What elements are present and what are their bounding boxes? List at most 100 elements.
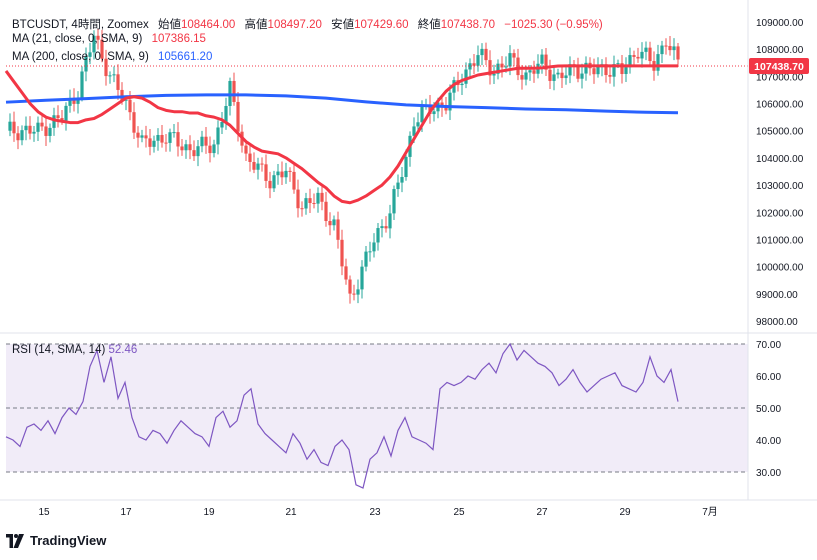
candle-body: [632, 55, 636, 57]
rsi-line: [5, 342, 679, 489]
candle-body: [236, 101, 240, 132]
candle-body: [460, 83, 464, 86]
candle-body: [340, 239, 344, 267]
candle-body: [432, 111, 436, 115]
candle-body: [464, 69, 468, 84]
candle-body: [120, 89, 124, 101]
candle-body: [504, 66, 508, 68]
candle-body: [92, 35, 96, 53]
price-axis[interactable]: 98000.00 99000.00 100000.00 101000.00 102000…: [756, 18, 804, 328]
candle-body: [8, 121, 12, 131]
candle-body: [124, 99, 128, 101]
candle-body: [244, 145, 248, 154]
candle-body: [320, 192, 324, 202]
candle-body: [284, 170, 288, 178]
tradingview-label: TradingView: [30, 533, 107, 548]
candle-body: [612, 64, 616, 77]
tradingview-brand[interactable]: TradingView: [6, 533, 106, 548]
candle-body: [348, 279, 352, 294]
candle-body: [268, 180, 272, 189]
rsi-tick-label: 50.00: [756, 404, 781, 415]
candle-body: [648, 47, 652, 62]
candle-body: [288, 170, 292, 172]
candle-body: [292, 171, 296, 190]
candle-body: [620, 63, 624, 75]
candle-body: [80, 71, 84, 98]
price-tick-label: 103000.00: [756, 181, 804, 192]
price-tick-label: 100000.00: [756, 263, 804, 274]
ma21-value: 107386.15: [151, 33, 206, 45]
candle-body: [184, 144, 188, 151]
candle-body: [404, 156, 408, 178]
candle-body: [168, 132, 172, 143]
candle-body: [204, 136, 208, 146]
candle-body: [132, 112, 136, 133]
candle-body: [508, 53, 512, 67]
time-axis[interactable]: 15 17 19 21 23 25 27 29 7月: [38, 506, 717, 518]
open-label: 始値: [157, 19, 181, 31]
candle-body: [484, 48, 488, 61]
candle-body: [336, 219, 340, 240]
time-tick-label: 7月: [702, 506, 718, 518]
candle-body: [296, 189, 300, 209]
candle-body: [260, 163, 264, 165]
candle-body: [200, 136, 204, 147]
tradingview-logo-icon: [6, 533, 24, 548]
candle-body: [344, 266, 348, 280]
candle-body: [444, 106, 448, 111]
candle-body: [196, 146, 200, 157]
candle-body: [160, 135, 164, 143]
candle-body: [300, 208, 304, 210]
candle-body: [656, 54, 660, 71]
candle-body: [140, 135, 144, 138]
candle-body: [644, 47, 648, 52]
time-tick-label: 27: [536, 507, 548, 518]
time-tick-label: 25: [453, 507, 465, 518]
rsi-legend[interactable]: RSI (14, SMA, 14) 52.46: [12, 344, 137, 356]
interval: 4時間: [71, 19, 101, 31]
candle-body: [352, 293, 356, 295]
candle-body: [252, 161, 256, 170]
candle-body: [440, 102, 444, 107]
time-tick-label: 15: [38, 507, 50, 518]
candle-body: [64, 105, 68, 121]
time-tick-label: 19: [203, 507, 215, 518]
last-price-text: 107438.70: [754, 61, 804, 73]
candle-body: [368, 251, 372, 253]
candle-body: [76, 97, 80, 104]
candle-body: [36, 122, 40, 132]
candle-body: [604, 64, 608, 76]
candle-body: [364, 251, 368, 267]
low-label: 安値: [331, 19, 355, 31]
rsi-tick-label: 40.00: [756, 436, 781, 447]
candle-body: [476, 55, 480, 66]
candle-body: [636, 56, 640, 59]
rsi-axis: 30.00 40.00 50.00 60.00 70.00: [756, 340, 781, 479]
rsi-levels: [6, 343, 748, 473]
candle-body: [224, 105, 228, 122]
candle-body: [12, 121, 16, 134]
candle-body: [172, 132, 176, 134]
candle-body: [180, 146, 184, 151]
candle-body: [668, 46, 672, 51]
ma21-legend[interactable]: MA (21, close, 0, SMA, 9) 107386.15: [12, 33, 206, 45]
candle-body: [372, 242, 376, 252]
candle-body: [552, 74, 556, 81]
candle-body: [528, 70, 532, 73]
candle-body: [276, 171, 280, 176]
ma200-label: MA (200, close, 0, SMA, 9): [12, 51, 149, 63]
candle-body: [640, 51, 644, 59]
ma200-legend[interactable]: MA (200, close, 0, SMA, 9) 105661.20: [12, 51, 212, 63]
candle-body: [104, 58, 108, 77]
candle-body: [416, 122, 420, 127]
candle-body: [308, 198, 312, 204]
candle-body: [568, 64, 572, 76]
candle-body: [280, 171, 284, 178]
price-tick-label: 99000.00: [756, 290, 798, 301]
high-value: 108497.20: [267, 19, 322, 31]
candle-body: [388, 213, 392, 229]
candle-body: [312, 203, 316, 205]
candle-body: [596, 66, 600, 75]
candle-body: [664, 45, 668, 47]
